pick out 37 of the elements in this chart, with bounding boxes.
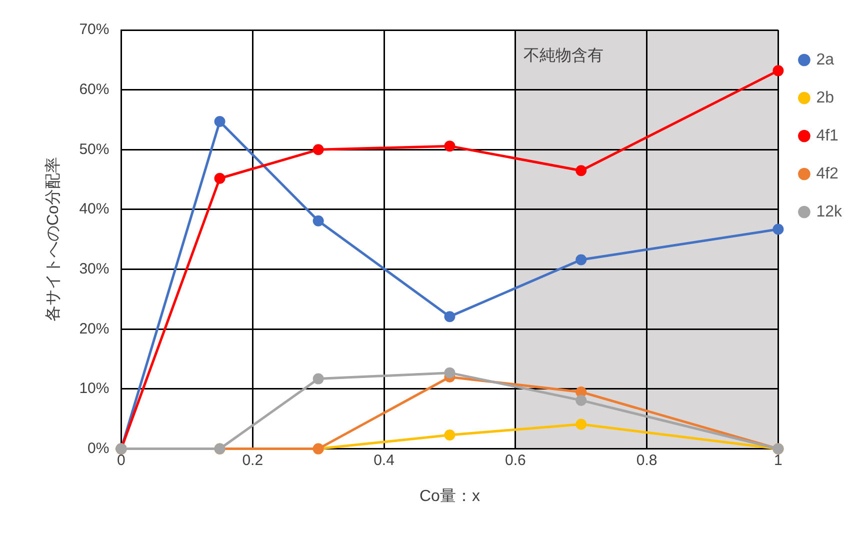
y-tick-label: 0%: [88, 440, 110, 457]
point: [444, 311, 456, 322]
point: [444, 367, 456, 378]
legend-label: 4f1: [816, 127, 839, 144]
point: [576, 165, 587, 176]
point: [576, 418, 587, 430]
x-tick-label: 0.2: [242, 452, 264, 469]
point: [576, 254, 587, 266]
y-tick-label: 50%: [79, 140, 110, 158]
x-tick-label: 0: [117, 452, 126, 469]
y-axis-title: 各サイトへのCo分配率: [44, 157, 62, 322]
y-tick-label: 70%: [79, 21, 110, 38]
point: [312, 215, 324, 226]
point: [576, 394, 587, 406]
legend-label: 12k: [816, 203, 843, 220]
point: [312, 373, 324, 384]
y-tick-label: 10%: [79, 380, 110, 398]
y-tick-label: 60%: [79, 80, 110, 98]
band-label: 不純物含有: [523, 46, 604, 64]
point: [214, 172, 226, 184]
x-axis-title: Co量：x: [419, 488, 480, 505]
point: [444, 140, 456, 152]
legend-label: 2b: [816, 89, 834, 106]
y-tick-label: 30%: [79, 260, 110, 278]
legend-label: 2a: [816, 51, 834, 68]
x-tick-label: 0.6: [504, 452, 526, 469]
x-tick-label: 0.4: [374, 452, 394, 469]
point: [772, 224, 784, 235]
y-tick-label: 40%: [79, 200, 110, 218]
y-tick-label: 20%: [79, 320, 110, 338]
point: [772, 65, 784, 76]
legend-label: 4f2: [816, 165, 839, 182]
point: [312, 144, 324, 156]
point: [444, 430, 456, 441]
x-tick-label: 0.8: [636, 452, 658, 469]
point: [214, 116, 226, 128]
x-tick-label: 1: [774, 452, 782, 469]
